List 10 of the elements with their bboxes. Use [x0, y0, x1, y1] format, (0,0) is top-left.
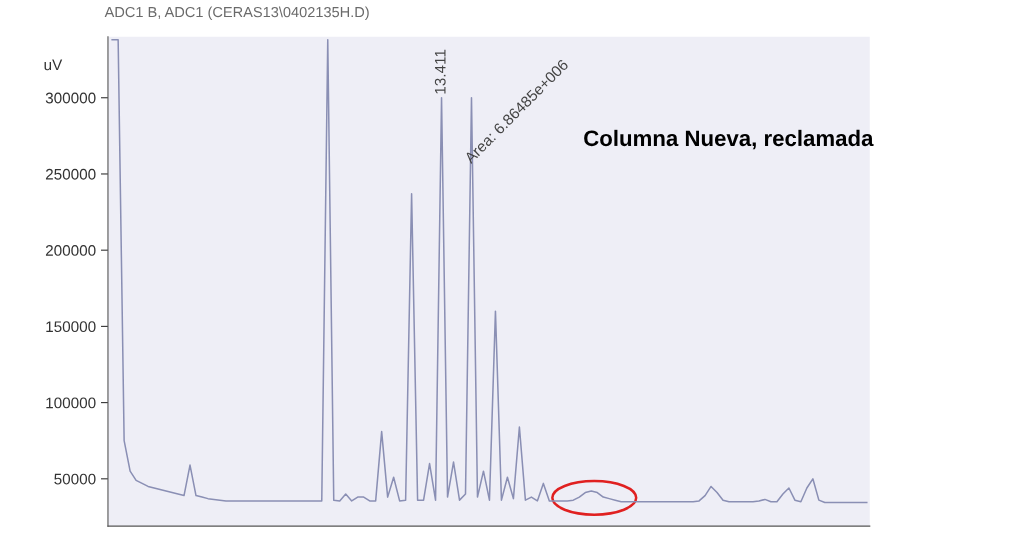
annotation: Columna Nueva, reclamada [584, 129, 874, 150]
y-tick-label: 50000 [54, 473, 96, 485]
y-tick-label: 250000 [45, 168, 96, 180]
y-tick-label: 300000 [45, 92, 96, 104]
annotation: 13.411 [434, 49, 446, 94]
chart-title: ADC1 B, ADC1 (CERAS13\0402135H.D) [104, 6, 369, 21]
y-axis-title: uV [44, 59, 63, 71]
y-tick-label: 200000 [45, 245, 96, 256]
y-tick-label: 100000 [46, 397, 96, 409]
y-tick-label: 150000 [46, 321, 96, 333]
